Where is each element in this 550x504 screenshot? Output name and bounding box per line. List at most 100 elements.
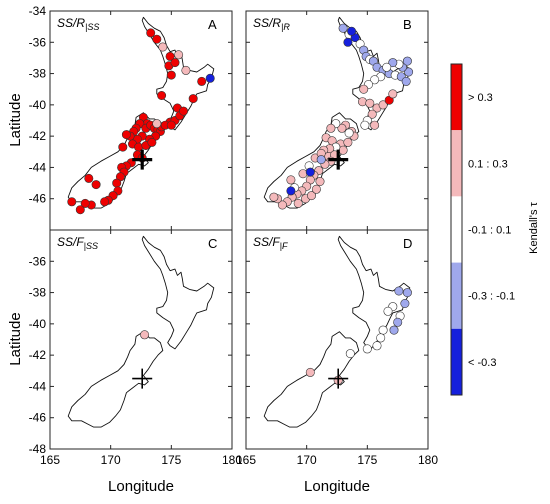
axes: -34 -36 -38 -40 -42 -44 -46 -36 -38 -40 -42 -44 -46 -… (29, 4, 439, 467)
station-point-b-neutral (382, 62, 392, 72)
station-point-b-strong-negative (286, 186, 296, 196)
station-point-a-strong-positive (166, 70, 176, 80)
station-point-a-strong-positive (112, 178, 122, 188)
station-point-b-neutral (344, 128, 354, 138)
coastline-map-c (67, 235, 215, 428)
y-axis-label-top: Latitude (7, 93, 24, 146)
station-point-b-weak-positive (365, 98, 375, 108)
panel-frame-c (49, 229, 233, 450)
station-point-a-strong-positive (118, 142, 128, 152)
station-point-b-weak-positive (367, 109, 377, 119)
station-point-d-weak-negative (393, 317, 403, 327)
station-point-d-weak-negative (400, 298, 410, 308)
station-point-a-weak-positive (181, 65, 191, 75)
station-point-c-weak-positive (140, 330, 150, 340)
panel-letter-b: B (403, 17, 412, 32)
colorbar-label: 0.1 : 0.3 (468, 158, 508, 170)
colorbar-frame (450, 63, 463, 396)
colorbar-label: -0.1 : 0.1 (468, 225, 511, 237)
y-tick-label: -42 (29, 129, 47, 143)
station-point-a-strong-positive (100, 197, 110, 207)
station-point-d-weak-negative (389, 325, 399, 335)
station-point-b-weak-positive (359, 84, 369, 94)
y-axis-label-bottom: Latitude (7, 312, 24, 365)
station-point-a-weak-positive (174, 50, 184, 60)
station-point-a-weak-positive (158, 42, 168, 52)
station-point-d-neutral (372, 341, 382, 351)
station-point-b-weak-negative (404, 67, 414, 77)
x-tick-label: 175 (357, 453, 377, 467)
x-tick-label: 180 (418, 453, 438, 467)
station-point-d-neutral (376, 333, 386, 343)
colorbar-label: > 0.3 (468, 92, 493, 104)
station-point-a-strong-negative (205, 73, 215, 83)
station-point-b-weak-negative (316, 155, 326, 165)
colorbar-label: -0.3 : -0.1 (468, 291, 515, 303)
station-point-a-strong-positive (67, 197, 77, 207)
station-point-d-neutral (383, 306, 393, 316)
x-axis-label-right: Longitude (304, 478, 370, 495)
y-tick-label: -40 (29, 317, 47, 331)
panel-title-a: SS/R|SS (57, 16, 99, 32)
location-markers (132, 149, 349, 389)
y-tick-label: -46 (29, 411, 47, 425)
station-point-b-weak-positive (357, 97, 367, 107)
station-point-b-weak-positive (306, 191, 316, 201)
station-point-d-neutral (345, 349, 355, 359)
station-point-a-strong-positive (197, 76, 207, 86)
points-layer-a (67, 28, 215, 215)
y-tick-label: -42 (29, 348, 47, 362)
colorbar: > 0.3 0.1 : 0.3 -0.1 : 0.1 -0.3 : -0.1 < -0.… (450, 63, 515, 396)
station-point-b-strong-negative (343, 37, 353, 47)
station-point-b-strong-negative (305, 167, 315, 177)
panel-title-b: SS/R|R (253, 16, 290, 32)
x-tick-label: 170 (297, 453, 317, 467)
panel-title-d: SS/F|F (253, 235, 288, 251)
y-tick-label: -44 (29, 379, 47, 393)
station-point-b-weak-positive (269, 192, 279, 202)
station-point-d-weak-positive (305, 367, 315, 377)
station-point-a-weak-positive (152, 119, 162, 129)
station-point-a-strong-positive (146, 28, 156, 38)
station-point-d-neutral (362, 344, 372, 354)
station-point-b-weak-negative (401, 76, 411, 86)
panel-title-c: SS/F|SS (57, 235, 98, 251)
colorbar-segment (451, 64, 462, 131)
y-tick-label: -36 (29, 254, 47, 268)
station-point-b-weak-positive (298, 169, 308, 179)
x-tick-label: 170 (101, 453, 121, 467)
station-point-b-weak-negative (402, 56, 412, 66)
station-point-b-weak-positive (286, 175, 296, 185)
colorbar-segment (451, 262, 462, 329)
station-point-d-weak-negative (394, 286, 404, 296)
station-point-a-strong-positive (80, 198, 90, 208)
station-point-b-weak-positive (293, 198, 303, 208)
x-tick-label: 180 (222, 453, 242, 467)
x-tick-label: 165 (236, 453, 256, 467)
station-point-a-strong-positive (179, 106, 189, 116)
station-point-b-weak-positive (370, 120, 380, 130)
station-point-b-weak-positive (388, 89, 398, 99)
y-tick-label: -46 (29, 192, 47, 206)
station-point-b-weak-positive (337, 123, 347, 133)
station-point-a-strong-positive (152, 34, 162, 44)
colorbar-segment (451, 328, 462, 395)
y-tick-label: -34 (29, 4, 47, 18)
colorbar-label: < -0.3 (468, 357, 496, 369)
points-layer-b (269, 23, 414, 210)
station-point-a-strong-positive (188, 94, 198, 104)
points-layer-c (140, 330, 150, 340)
colorbar-segment (451, 130, 462, 197)
colorbar-title: Kendall's τ (528, 202, 540, 254)
x-tick-label: 175 (161, 453, 181, 467)
station-point-a-strong-positive (170, 58, 180, 68)
station-point-a-strong-positive (84, 173, 94, 183)
y-tick-label: -38 (29, 67, 47, 81)
panel-frame-d (245, 229, 429, 450)
station-point-b-weak-positive (277, 200, 287, 210)
station-point-b-neutral (370, 75, 380, 85)
station-point-d-neutral (378, 325, 388, 335)
x-axis-label-left: Longitude (108, 478, 174, 495)
y-tick-label: -38 (29, 286, 47, 300)
